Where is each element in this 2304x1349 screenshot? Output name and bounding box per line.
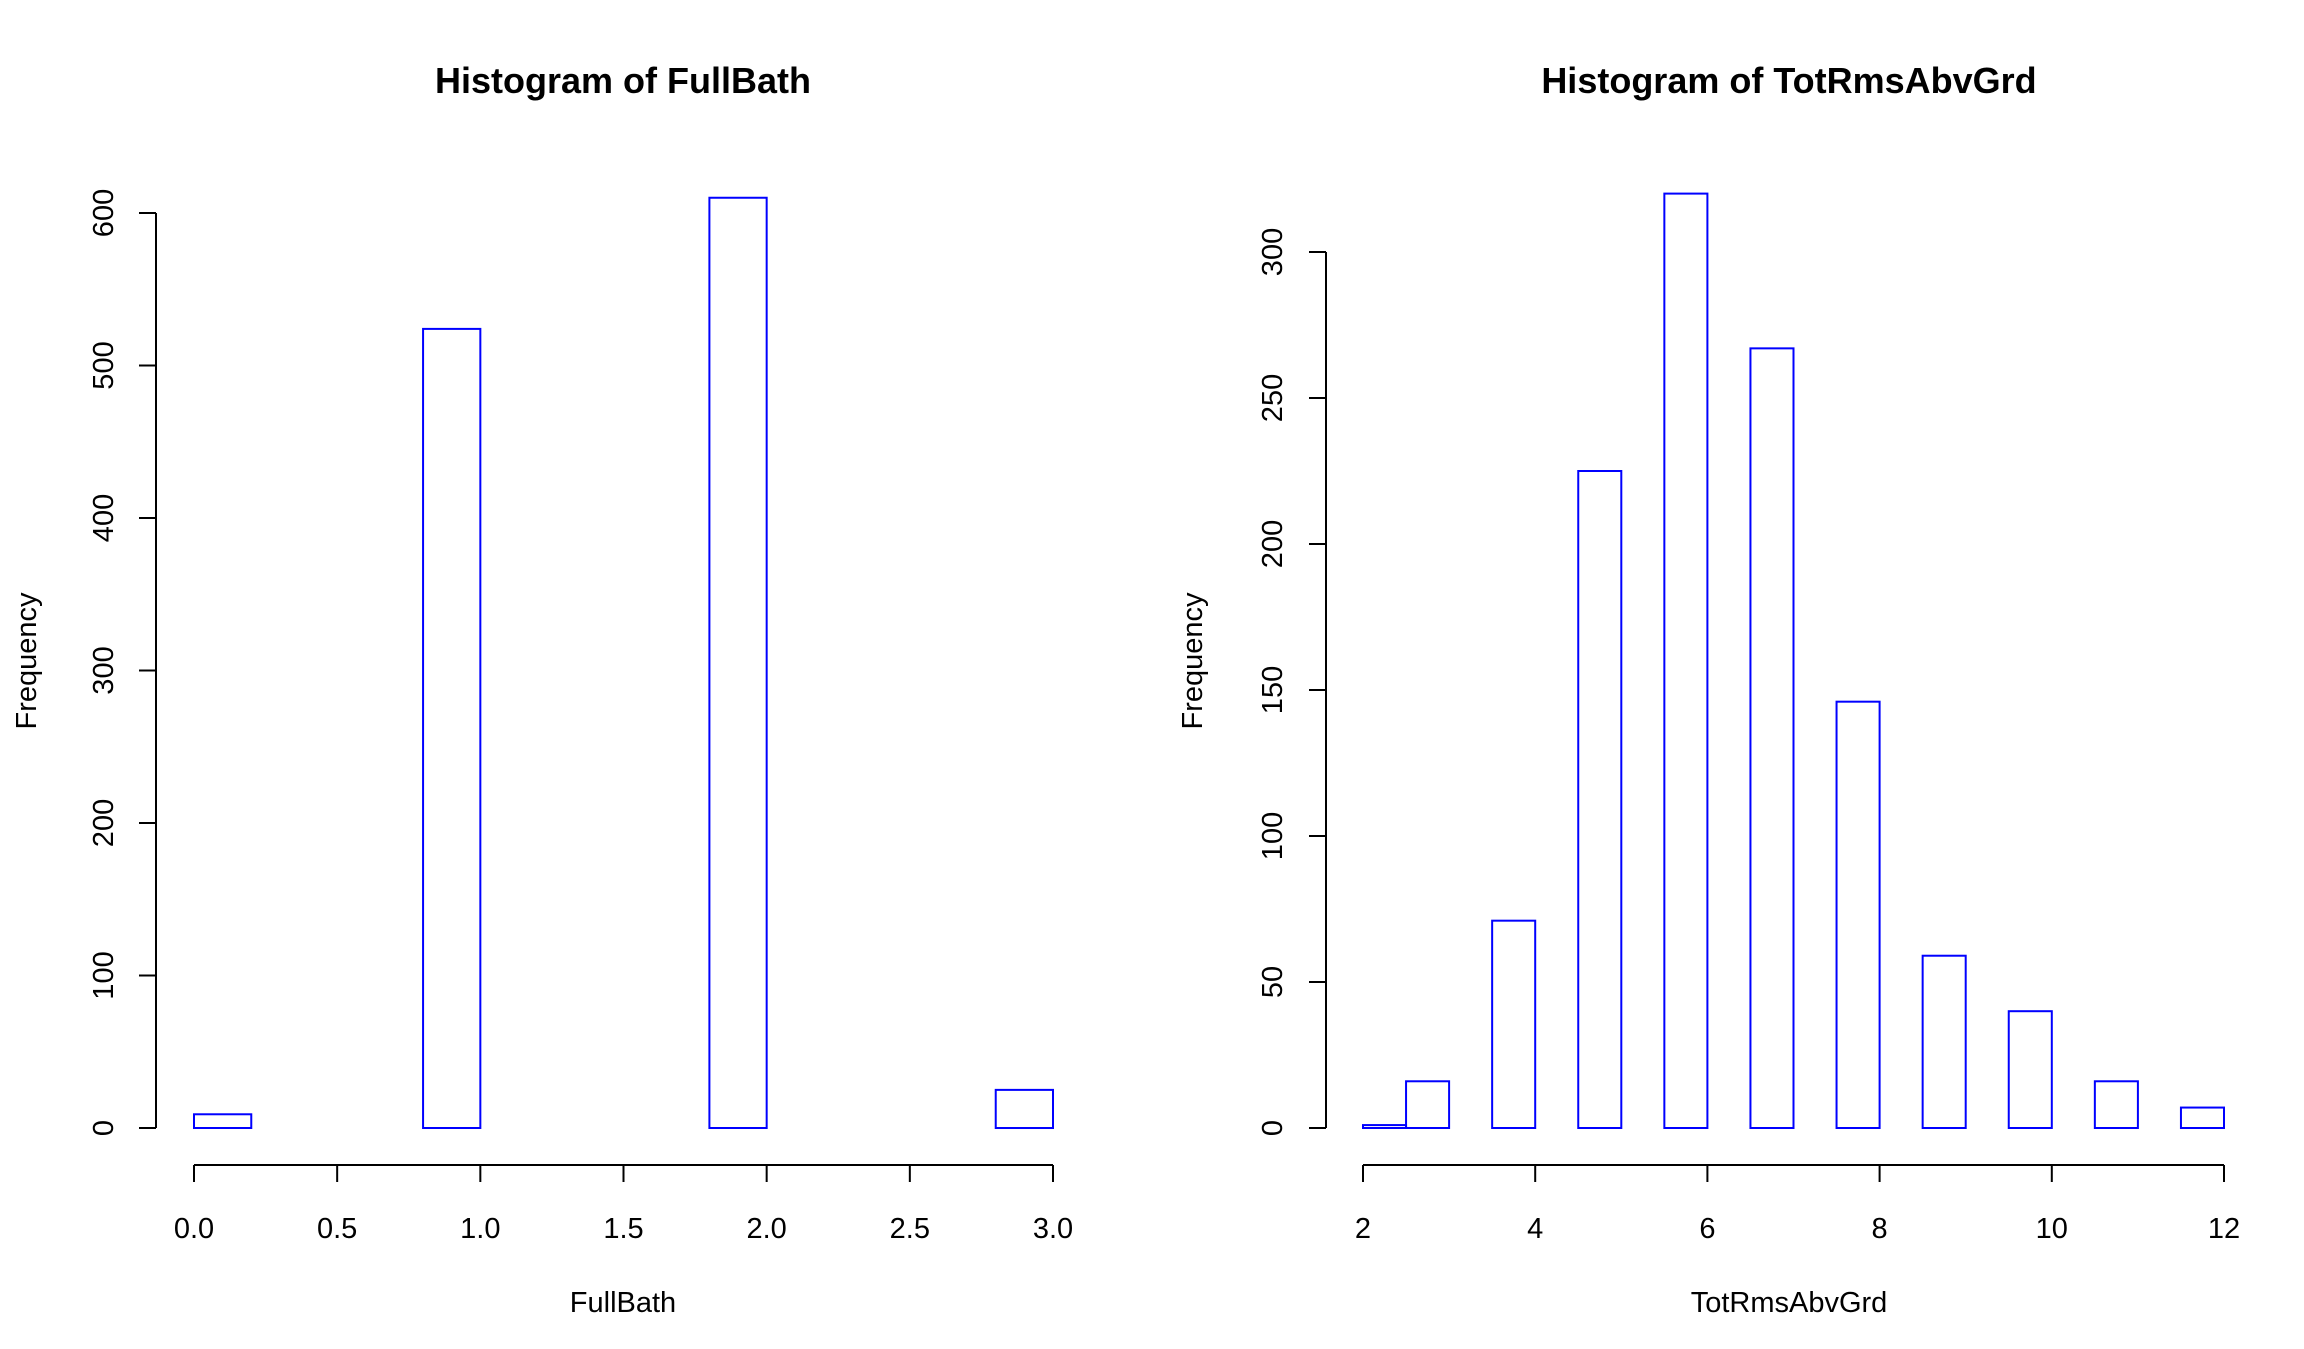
chart-title: Histogram of FullBath — [435, 60, 811, 101]
x-tick-label: 1.5 — [603, 1213, 643, 1245]
x-tick-label: 3.0 — [1033, 1213, 1073, 1245]
y-axis-label: Frequency — [1177, 592, 1209, 730]
histogram-bar — [193, 1113, 253, 1130]
histogram-bar — [2179, 1106, 2225, 1130]
y-axis: 0 50 100 150 200 250 300 — [1257, 228, 1327, 1136]
y-tick-label: 100 — [88, 951, 120, 999]
histogram-bar — [708, 196, 768, 1129]
y-tick-label: 300 — [88, 646, 120, 694]
y-tick-label: 400 — [88, 494, 120, 542]
x-tick-label: 1.0 — [460, 1213, 500, 1245]
y-axis-label: Frequency — [11, 592, 43, 730]
y-tick-label: 200 — [88, 799, 120, 847]
y-tick-label: 200 — [1257, 520, 1289, 568]
fullbath-histogram-panel: Histogram of FullBath FullBath Frequency… — [11, 60, 1073, 1319]
x-tick-label: 0.5 — [317, 1213, 357, 1245]
x-tick-label: 8 — [1872, 1213, 1888, 1245]
histogram-bar — [1921, 954, 1967, 1129]
histogram-bar — [1577, 470, 1623, 1129]
y-tick-label: 150 — [1257, 666, 1289, 714]
bars-group — [1362, 192, 2225, 1130]
y-tick-label: 0 — [1257, 1120, 1289, 1136]
totrmsabvgrd-histogram-panel: Histogram of TotRmsAbvGrd TotRmsAbvGrd F… — [1177, 60, 2240, 1319]
x-axis-label: FullBath — [570, 1287, 676, 1319]
y-tick-label: 0 — [88, 1120, 120, 1136]
chart-title: Histogram of TotRmsAbvGrd — [1541, 60, 2036, 101]
y-tick-label: 100 — [1257, 812, 1289, 860]
y-tick-label: 50 — [1257, 966, 1289, 998]
y-tick-label: 250 — [1257, 374, 1289, 422]
x-tick-label: 2 — [1355, 1213, 1371, 1245]
histogram-bar — [422, 327, 482, 1129]
x-tick-label: 2.5 — [890, 1213, 930, 1245]
histogram-bar — [994, 1088, 1054, 1130]
histogram-bar — [1749, 347, 1795, 1129]
histogram-bar — [2007, 1010, 2053, 1130]
x-tick-label: 10 — [2036, 1213, 2068, 1245]
histogram-bar — [1362, 1124, 1408, 1129]
histogram-bar — [1663, 192, 1709, 1130]
x-tick-label: 0.0 — [174, 1213, 214, 1245]
x-axis: 0.0 0.5 1.0 1.5 2.0 2.5 3.0 — [174, 1164, 1073, 1245]
x-tick-label: 12 — [2208, 1213, 2240, 1245]
histogram-bar — [1491, 919, 1537, 1129]
x-axis: 2 4 6 8 10 12 — [1355, 1164, 2240, 1245]
x-axis-label: TotRmsAbvGrd — [1691, 1287, 1888, 1319]
histogram-bar — [1835, 700, 1881, 1129]
y-axis: 0 100 200 300 400 500 600 — [88, 189, 157, 1136]
y-tick-label: 500 — [88, 341, 120, 389]
x-tick-label: 6 — [1699, 1213, 1715, 1245]
x-tick-label: 2.0 — [747, 1213, 787, 1245]
histogram-bar — [2093, 1080, 2139, 1130]
y-tick-label: 300 — [1257, 228, 1289, 276]
x-tick-label: 4 — [1527, 1213, 1543, 1245]
histogram-bar — [1405, 1080, 1451, 1130]
bars-group — [193, 196, 1054, 1130]
y-tick-label: 600 — [88, 189, 120, 237]
